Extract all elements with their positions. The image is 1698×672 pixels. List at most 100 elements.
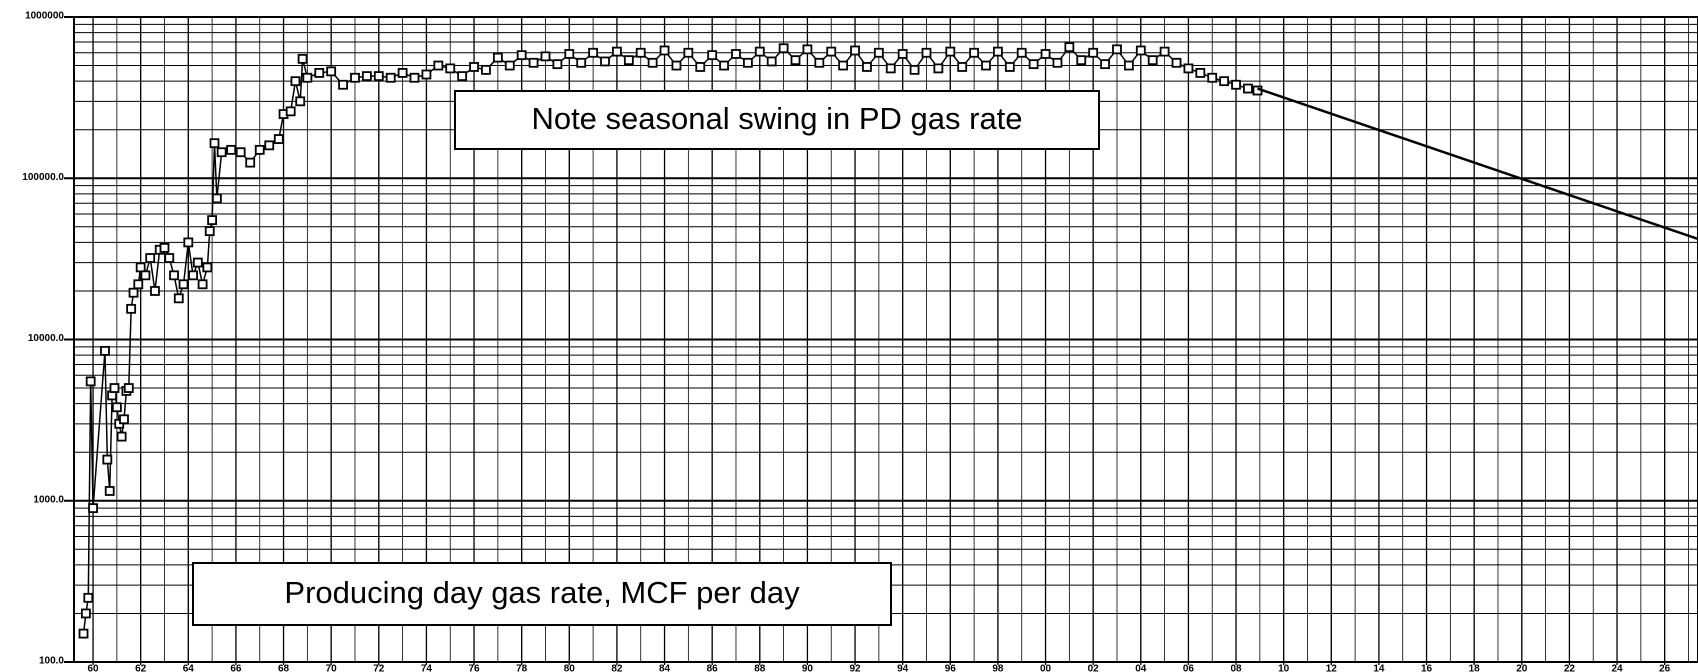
data-point — [135, 262, 146, 273]
x-tick-label: 10 — [1278, 664, 1290, 672]
data-point — [397, 68, 408, 78]
data-point — [361, 71, 372, 82]
data-point — [338, 79, 348, 90]
data-point — [1147, 55, 1158, 66]
data-point — [564, 49, 575, 59]
x-tick-label: 94 — [897, 664, 909, 672]
x-tick-label: 76 — [468, 664, 480, 672]
x-tick-label: 18 — [1469, 664, 1481, 672]
data-point — [647, 57, 658, 68]
data-point — [126, 303, 137, 314]
data-point — [421, 69, 432, 80]
x-tick-label: 74 — [421, 664, 433, 672]
data-point — [635, 47, 646, 58]
x-tick-label: 20 — [1516, 664, 1528, 672]
data-point — [264, 140, 275, 151]
data-point — [88, 503, 98, 514]
data-point — [285, 106, 296, 117]
annotation: Note seasonal swing in PD gas rate — [531, 101, 1022, 136]
data-point — [226, 144, 237, 155]
x-tick-label: 72 — [373, 664, 385, 672]
x-tick-label: 26 — [1659, 664, 1671, 672]
data-point — [921, 47, 932, 58]
x-tick-label: 92 — [849, 664, 861, 672]
data-point — [742, 57, 753, 68]
data-point — [81, 608, 91, 619]
data-point — [790, 55, 801, 66]
data-point — [707, 50, 718, 61]
data-point — [111, 402, 122, 413]
data-point — [838, 60, 849, 71]
data-point — [552, 59, 563, 70]
x-tick-label: 16 — [1421, 664, 1433, 672]
data-point — [273, 134, 284, 144]
data-point — [1219, 76, 1230, 87]
x-tick-label: 64 — [183, 664, 195, 672]
data-point — [85, 376, 96, 387]
x-tick-label: 08 — [1230, 664, 1242, 672]
data-point — [588, 47, 599, 58]
data-point — [528, 57, 539, 68]
data-point — [1064, 42, 1075, 53]
data-point — [140, 270, 151, 281]
data-point — [1016, 47, 1027, 58]
data-point — [297, 53, 308, 64]
data-point — [290, 76, 301, 87]
data-point — [540, 51, 551, 62]
data-point — [245, 157, 256, 168]
data-point — [576, 57, 587, 68]
annotation-box — [454, 90, 1100, 150]
x-tick-label: 06 — [1183, 664, 1195, 672]
data-point — [211, 193, 222, 204]
data-point — [123, 383, 134, 393]
x-tick-label: 70 — [326, 664, 338, 672]
data-point — [100, 345, 110, 356]
data-point — [1231, 79, 1241, 90]
data-point — [150, 286, 160, 296]
data-point — [109, 383, 120, 393]
data-point — [314, 68, 325, 78]
data-point — [719, 60, 729, 71]
data-point — [116, 431, 127, 442]
data-point — [209, 138, 220, 149]
data-point — [104, 486, 115, 496]
data-point — [1195, 68, 1206, 78]
data-point — [516, 50, 527, 61]
x-tick-label: 62 — [135, 664, 147, 672]
data-point — [164, 253, 175, 263]
data-point — [1076, 55, 1087, 66]
data-point — [326, 66, 337, 77]
data-point — [731, 49, 741, 59]
data-point — [295, 96, 306, 107]
data-point — [409, 72, 420, 83]
data-point — [957, 62, 968, 72]
data-point — [1183, 63, 1194, 74]
data-point — [659, 45, 670, 56]
data-point — [1112, 44, 1122, 55]
data-point — [671, 60, 682, 71]
data-point — [623, 55, 634, 66]
series-line — [1257, 87, 1698, 241]
data-point — [826, 46, 837, 57]
data-point — [183, 237, 194, 248]
data-point — [254, 144, 265, 155]
data-point — [133, 279, 144, 290]
data-point — [683, 47, 694, 58]
data-point — [1171, 57, 1182, 68]
x-tick-label: 24 — [1611, 664, 1623, 672]
annotation: Producing day gas rate, MCF per day — [284, 575, 800, 610]
data-point — [814, 57, 825, 68]
x-tick-label: 82 — [611, 664, 623, 672]
x-tick-label: 02 — [1088, 664, 1100, 672]
y-tick-label: 100000.0 — [22, 172, 64, 183]
data-point — [754, 46, 765, 57]
data-point — [1004, 62, 1015, 72]
y-tick-label: 10000.0 — [28, 333, 65, 344]
x-tick-label: 66 — [230, 664, 242, 672]
data-point — [102, 454, 113, 465]
x-tick-label: 22 — [1564, 664, 1576, 672]
x-tick-label: 80 — [564, 664, 576, 672]
data-point — [216, 147, 227, 158]
data-point — [1207, 72, 1218, 83]
data-point — [1040, 49, 1051, 59]
